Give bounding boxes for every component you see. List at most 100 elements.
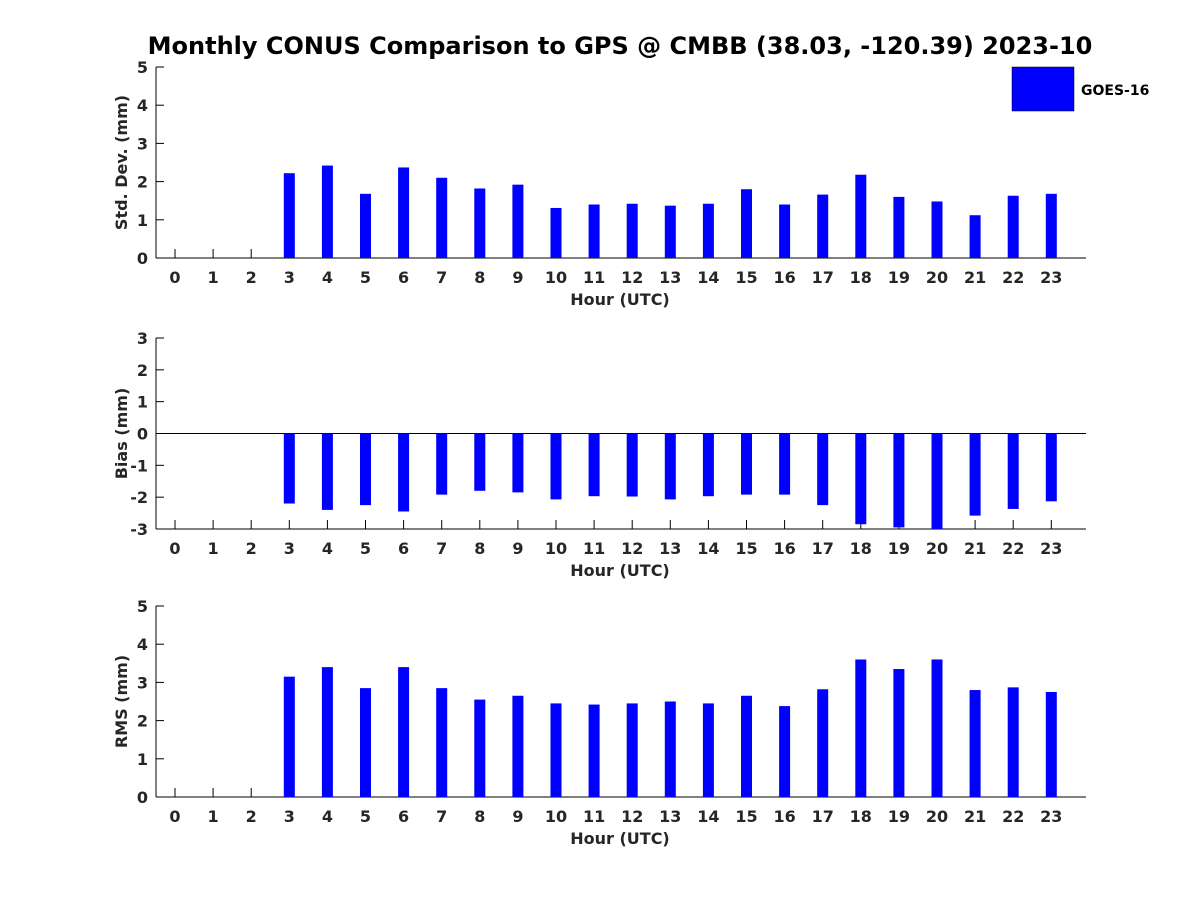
x-tick-label: 14 [697,807,719,826]
x-tick-label: 12 [621,268,643,287]
x-tick-label: 4 [322,539,333,558]
bar [588,704,600,797]
x-tick-label: 9 [512,807,523,826]
bar [626,703,638,797]
x-tick-label: 20 [926,539,948,558]
x-tick-label: 8 [474,268,485,287]
bar [550,433,562,500]
x-tick-label: 9 [512,539,523,558]
bar [550,207,562,258]
bar [969,215,981,258]
bar [321,165,333,258]
bar [702,203,714,258]
x-tick-label: 1 [208,539,219,558]
x-tick-label: 13 [659,807,681,826]
y-tick-label: 2 [137,173,148,192]
bar [1007,433,1019,509]
bar [360,433,371,506]
bar [931,201,943,258]
x-tick-label: 7 [436,539,447,558]
y-tick-label: 4 [137,96,148,115]
x-tick-label: 17 [812,807,834,826]
x-tick-label: 17 [812,268,834,287]
x-tick-label: 4 [322,807,333,826]
y-tick-label: -1 [130,456,148,475]
x-tick-label: 18 [850,539,872,558]
bar [702,433,714,497]
x-axis-label: Hour (UTC) [570,561,670,580]
x-tick-label: 2 [246,539,257,558]
bar [664,205,676,258]
x-tick-label: 18 [850,807,872,826]
x-tick-label: 21 [964,268,986,287]
x-tick-label: 16 [773,539,795,558]
x-tick-label: 1 [208,807,219,826]
x-tick-label: 21 [964,807,986,826]
x-tick-label: 12 [621,807,643,826]
y-tick-label: 2 [137,712,148,731]
bar [283,676,295,797]
x-tick-label: 12 [621,539,643,558]
x-axis-label: Hour (UTC) [570,829,670,848]
bar [321,433,333,510]
bar [474,433,486,491]
y-tick-label: 5 [137,597,148,616]
bar [360,688,371,797]
bar [512,695,524,797]
x-axis-label: Hour (UTC) [570,290,670,309]
y-tick-label: 0 [137,249,148,268]
bar [855,659,867,797]
y-tick-label: 1 [137,750,148,769]
x-tick-label: 18 [850,268,872,287]
bar [931,433,943,529]
bar [664,701,676,797]
bar [1007,687,1019,797]
y-axis-label: Bias (mm) [112,388,131,480]
y-tick-label: 3 [137,134,148,153]
bar [283,173,295,258]
bar [398,667,410,797]
x-tick-label: 20 [926,807,948,826]
x-tick-label: 1 [208,268,219,287]
bar [1045,691,1057,797]
x-tick-label: 17 [812,539,834,558]
bar [1045,433,1057,502]
x-tick-label: 14 [697,268,719,287]
bar [512,433,524,493]
bar [969,690,981,797]
x-tick-label: 7 [436,268,447,287]
bar [436,177,448,258]
bar [741,433,752,495]
x-tick-label: 20 [926,268,948,287]
x-tick-label: 21 [964,539,986,558]
x-tick-label: 15 [735,268,757,287]
x-tick-label: 23 [1040,268,1062,287]
y-axis-label: Std. Dev. (mm) [112,95,131,230]
x-tick-label: 10 [545,268,567,287]
x-tick-label: 0 [169,807,180,826]
bar [893,669,905,797]
bar [626,203,638,258]
y-tick-label: 0 [137,788,148,807]
y-tick-label: 3 [137,673,148,692]
x-tick-label: 19 [888,268,910,287]
bar [741,189,752,258]
bar [779,706,791,797]
bar [360,193,371,258]
y-tick-label: 0 [137,425,148,444]
x-tick-label: 22 [1002,539,1024,558]
x-tick-label: 4 [322,268,333,287]
x-tick-label: 10 [545,807,567,826]
chart-title: Monthly CONUS Comparison to GPS @ CMBB (… [148,32,1093,60]
bar [664,433,676,500]
bar [512,184,524,258]
y-tick-label: 5 [137,58,148,77]
x-tick-label: 2 [246,807,257,826]
x-tick-label: 13 [659,268,681,287]
y-tick-label: 2 [137,361,148,380]
bar [1045,193,1057,258]
legend: GOES-16 [1011,66,1149,112]
y-tick-label: 3 [137,329,148,348]
bar [550,703,562,797]
